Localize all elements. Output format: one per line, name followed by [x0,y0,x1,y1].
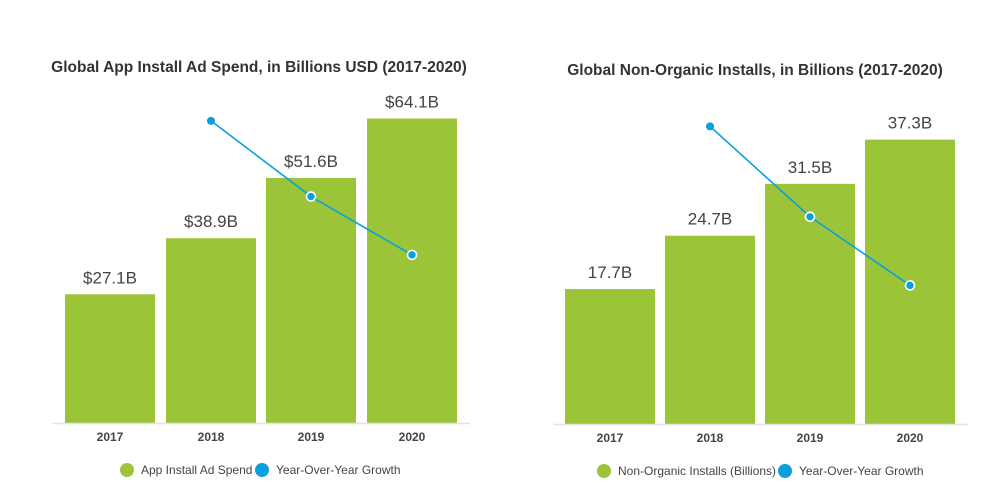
legend-label: Year-Over-Year Growth [799,464,924,478]
legend-marker [255,463,269,477]
data-label: $51.6B [284,152,338,171]
growth-point [706,122,714,131]
legend-marker [597,464,611,478]
bar-2019 [266,177,356,423]
data-label: 24.7B [688,210,732,229]
chart-title: Global App Install Ad Spend, in Billions… [51,59,467,76]
data-label: 17.7B [588,263,632,282]
data-label: $38.9B [184,212,238,231]
chart-2: Global Non-Organic Installs, in Billions… [553,62,968,478]
data-label: $64.1B [385,93,439,112]
data-label: 31.5B [788,158,832,177]
x-tick-label: 2018 [198,430,225,444]
legend-marker [778,464,792,478]
bar-2017 [565,289,655,424]
x-tick-label: 2019 [797,431,824,445]
growth-point [305,191,317,202]
x-tick-label: 2020 [399,430,426,444]
x-tick-label: 2017 [597,431,624,445]
data-label: $27.1B [83,268,137,287]
data-label: 37.3B [888,114,932,133]
bar-2020 [367,118,457,424]
bar-2017 [65,294,155,423]
legend-label: Year-Over-Year Growth [276,463,401,477]
x-tick-label: 2017 [97,430,124,444]
legend-marker [120,463,134,477]
growth-point [804,211,816,223]
growth-point [904,280,916,291]
x-tick-label: 2019 [298,430,325,444]
bar-2019 [765,183,855,424]
chart-title: Global Non-Organic Installs, in Billions… [567,62,943,79]
bar-2018 [665,235,755,424]
growth-point [207,116,215,125]
bar-2018 [166,238,256,423]
growth-point [406,249,418,261]
x-tick-label: 2020 [897,431,924,445]
legend-label: App Install Ad Spend [141,463,252,477]
x-tick-label: 2018 [697,431,724,445]
legend-label: Non-Organic Installs (Billions) [618,464,776,478]
chart-1: Global App Install Ad Spend, in Billions… [51,59,470,477]
